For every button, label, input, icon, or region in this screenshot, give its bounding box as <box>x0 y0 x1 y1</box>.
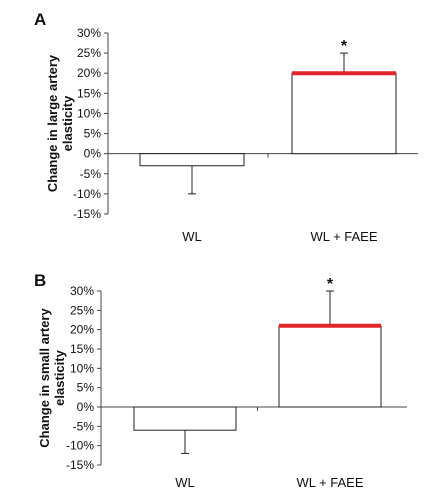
y-axis-title: Change in small arteryelasticity <box>37 308 67 448</box>
y-axis-title-line: elasticity <box>60 95 75 151</box>
bar <box>133 406 237 431</box>
panel-letter: B <box>34 271 46 290</box>
x-category-label: WL + FAEE <box>310 229 377 244</box>
y-axis-title-line: Change in large artery <box>45 54 60 192</box>
y-tick-label: 15% <box>70 342 94 356</box>
significance-marker: * <box>327 276 334 293</box>
x-category-label: WL <box>182 229 202 244</box>
significance-marker: * <box>341 38 348 55</box>
panel-a: A -15% -10% -5% 0% 5% 10% 15% 20% 25% 30% WL * WL + F… <box>34 10 418 244</box>
y-axis-title: Change in large arteryelasticity <box>45 54 75 192</box>
y-tick-label: -10% <box>66 439 94 453</box>
y-tick-label: 10% <box>70 361 94 375</box>
x-category-label: WL + FAEE <box>296 475 363 490</box>
panel-b: B -15% -10% -5% 0% 5% 10% 15% 20% 25% 30% WL * WL + F… <box>34 271 407 490</box>
y-tick-label: 20% <box>77 66 101 80</box>
x-category-label: WL <box>175 475 195 490</box>
y-axis-title-line: Change in small artery <box>37 308 52 448</box>
y-tick-label: -10% <box>73 187 101 201</box>
y-tick-label: 0% <box>77 400 95 414</box>
bar <box>278 325 382 408</box>
y-axis-title-line: elasticity <box>52 349 67 405</box>
y-tick-label: -15% <box>73 207 101 221</box>
y-tick-label: -15% <box>66 458 94 472</box>
y-tick-label: 5% <box>77 381 95 395</box>
bar <box>291 72 397 155</box>
bar <box>139 153 245 167</box>
y-tick-label: 25% <box>77 46 101 60</box>
y-tick-label: -5% <box>73 419 95 433</box>
panel-letter: A <box>34 10 46 29</box>
y-tick-label: 0% <box>84 147 102 161</box>
y-tick-label: 20% <box>70 323 94 337</box>
y-tick-label: 10% <box>77 106 101 120</box>
y-tick-label: 5% <box>84 127 102 141</box>
y-tick-label: 15% <box>77 86 101 100</box>
y-tick-label: 30% <box>77 26 101 40</box>
y-tick-label: 30% <box>70 284 94 298</box>
y-tick-label: 25% <box>70 303 94 317</box>
y-tick-label: -5% <box>80 167 102 181</box>
